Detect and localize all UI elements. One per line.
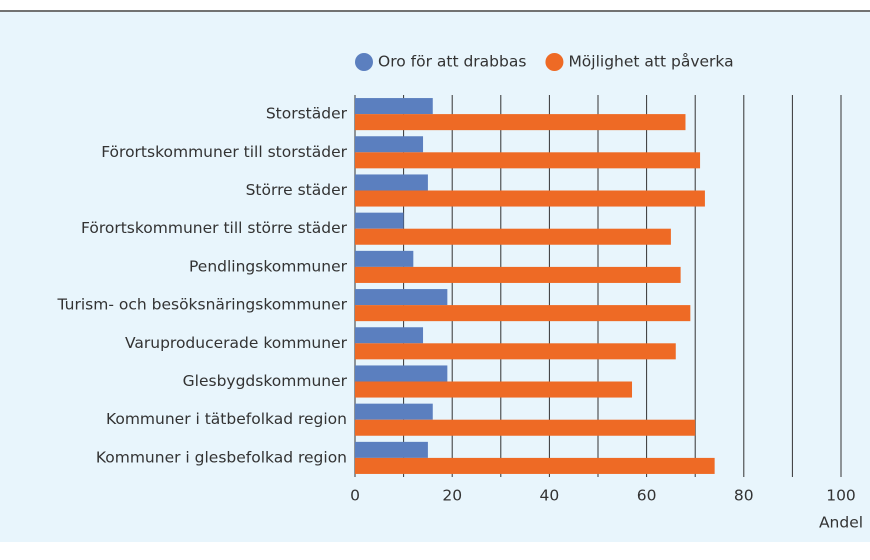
bar (355, 327, 424, 344)
bar (355, 136, 424, 153)
x-tick-label: 0 (350, 487, 360, 505)
x-tick-label: 20 (442, 487, 462, 505)
legend-label: Oro för att drabbas (378, 53, 526, 71)
bar (355, 250, 414, 267)
x-tick-label: 100 (826, 487, 856, 505)
bar (355, 381, 633, 398)
y-tick-label: Varuproducerade kommuner (125, 334, 348, 352)
y-tick-label: Förortskommuner till storstäder (101, 143, 347, 161)
bar (355, 152, 701, 169)
y-tick-label: Förortskommuner till större städer (81, 219, 348, 237)
bar (355, 212, 404, 229)
bar (355, 305, 691, 322)
bar (355, 365, 448, 382)
legend-marker (355, 53, 373, 71)
bar (355, 228, 671, 245)
bar (355, 174, 428, 191)
bar (355, 114, 686, 131)
bar (355, 266, 681, 283)
bar (355, 457, 715, 474)
x-tick-label: 80 (734, 487, 754, 505)
y-tick-label: Storstäder (266, 105, 348, 123)
y-tick-label: Glesbygdskommuner (183, 372, 348, 390)
bar (355, 98, 433, 115)
y-tick-label: Turism- och besöksnäringskommuner (57, 296, 348, 314)
y-tick-label: Kommuner i glesbefolkad region (96, 448, 347, 466)
y-tick-label: Pendlingskommuner (189, 257, 348, 275)
y-tick-label: Kommuner i tätbefolkad region (106, 410, 347, 428)
x-tick-label: 60 (637, 487, 657, 505)
bar (355, 190, 705, 207)
bar (355, 441, 428, 458)
legend-label: Möjlighet att påverka (568, 53, 733, 71)
bar (355, 343, 676, 360)
x-axis-label: Andel (819, 514, 863, 532)
legend-marker (545, 53, 564, 71)
bar (355, 419, 696, 436)
y-tick-label: Större städer (246, 181, 348, 199)
x-tick-label: 40 (540, 487, 560, 505)
bar (355, 403, 433, 420)
bar (355, 289, 448, 306)
